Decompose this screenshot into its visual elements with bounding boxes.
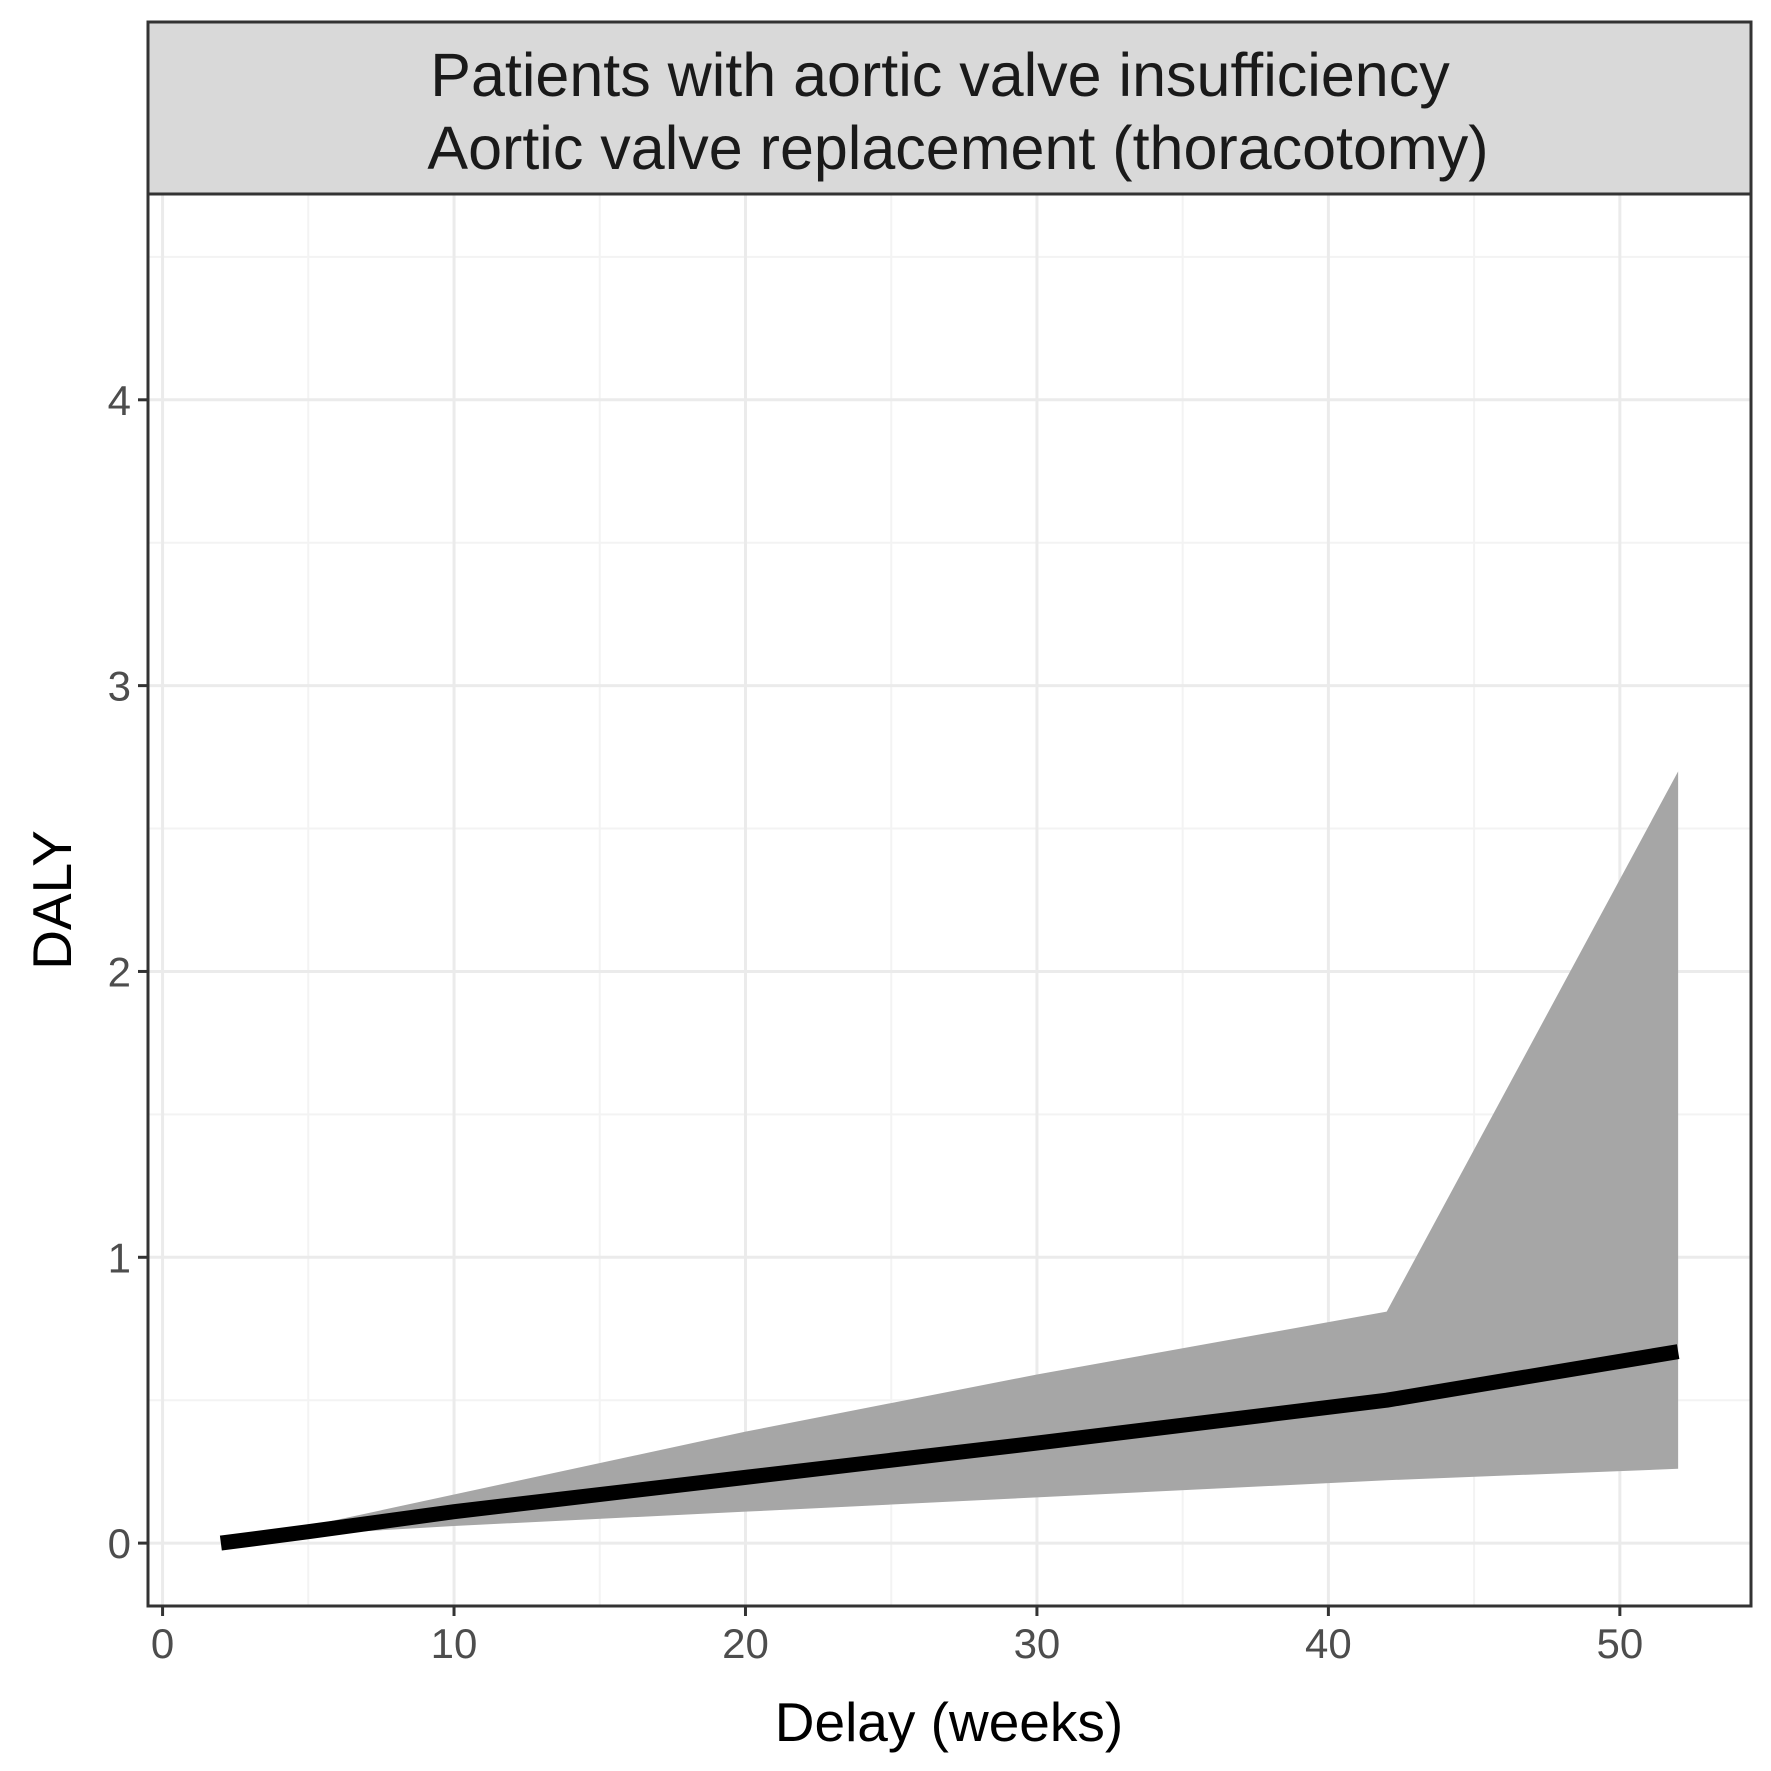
series-line-layer xyxy=(219,1344,1680,1551)
confidence-band-layer xyxy=(220,771,1679,1544)
x-axis: 0 10 20 30 40 50 xyxy=(151,1606,1643,1667)
x-tick-label: 30 xyxy=(1014,1620,1061,1667)
facet-strip: Patients with aortic valve insufficiency… xyxy=(146,20,1753,196)
x-tick-label: 10 xyxy=(431,1620,478,1667)
facet-title-line-2: Aortic valve replacement (thoracotomy) xyxy=(427,114,1488,182)
facet-strip-background xyxy=(146,20,1753,196)
x-axis-title: Delay (weeks) xyxy=(775,1691,1123,1753)
y-axis: 0 1 2 3 4 xyxy=(108,377,148,1567)
x-tick-label: 0 xyxy=(151,1620,174,1667)
y-tick-label: 3 xyxy=(108,663,131,710)
y-tick-label: 4 xyxy=(108,377,131,424)
x-tick-label: 40 xyxy=(1305,1620,1352,1667)
y-tick-label: 0 xyxy=(108,1520,131,1567)
x-tick-label: 50 xyxy=(1596,1620,1643,1667)
y-axis-title: DALY xyxy=(21,830,83,970)
panel-border xyxy=(146,192,1753,1608)
confidence-band xyxy=(220,771,1679,1544)
y-tick-label: 1 xyxy=(108,1234,131,1281)
y-tick-label: 2 xyxy=(108,948,131,995)
series-line-daly xyxy=(219,1344,1680,1551)
facet-title-line-1: Patients with aortic valve insufficiency xyxy=(430,41,1450,109)
minor-gridlines xyxy=(148,194,1751,1606)
x-tick-label: 20 xyxy=(722,1620,769,1667)
